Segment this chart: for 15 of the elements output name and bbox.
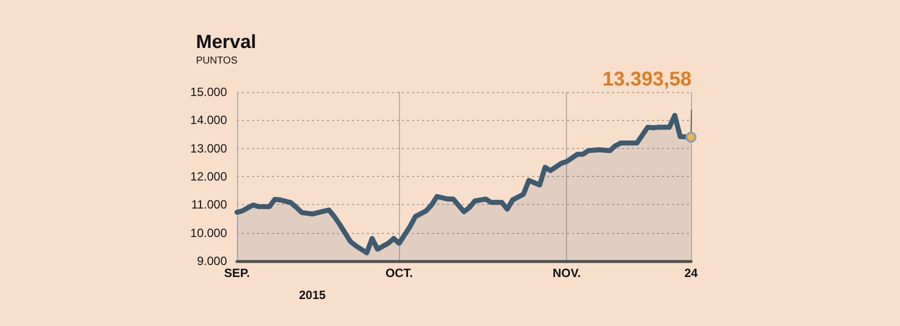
- y-tick-label: 9.000: [196, 254, 228, 268]
- x-axis-title: 2015: [299, 288, 326, 302]
- chart-subtitle: PUNTOS: [196, 56, 238, 66]
- x-tick-label: SEP.: [224, 266, 250, 280]
- chart-title: Merval: [196, 32, 256, 53]
- y-tick-label: 15.000: [190, 85, 228, 99]
- x-tick-label: NOV.: [552, 266, 581, 280]
- x-tick-label: 24: [684, 266, 698, 280]
- y-tick-label: 14.000: [190, 113, 228, 128]
- y-tick-label: 12.000: [190, 170, 228, 184]
- y-tick-label: 13.000: [190, 141, 228, 156]
- y-tick-label: 10.000: [190, 226, 228, 240]
- data-label: 13.393,58: [602, 68, 692, 91]
- x-tick-label: OCT.: [385, 266, 413, 280]
- y-tick-label: 11.000: [191, 198, 228, 212]
